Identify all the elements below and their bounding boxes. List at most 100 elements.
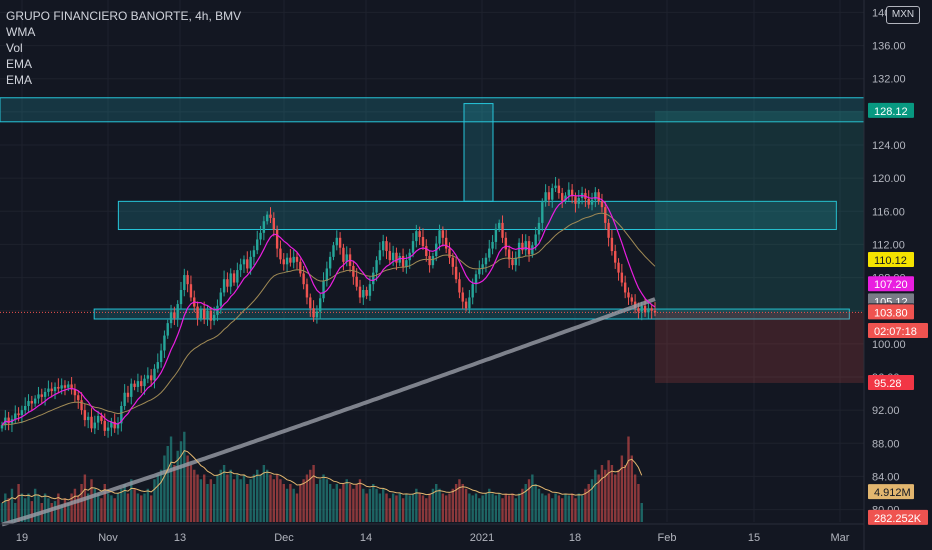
volume-bar <box>464 488 468 522</box>
candle-body <box>60 385 63 389</box>
volume-bar <box>544 495 547 522</box>
candle-body <box>411 241 415 253</box>
volume-bar <box>24 498 27 522</box>
candle-body <box>37 394 40 399</box>
indicator-wma[interactable]: WMA <box>6 25 36 39</box>
candle-body <box>33 398 37 404</box>
price-zone-3 <box>93 308 850 320</box>
candle-body <box>355 276 358 287</box>
candle-body <box>289 257 292 263</box>
price-tick-label: 132.00 <box>872 74 906 86</box>
volume-bar <box>332 488 335 522</box>
volume-bar <box>378 493 382 522</box>
volume-bar <box>43 493 47 522</box>
price-axis[interactable]: 80.0084.0088.0092.0096.00100.00104.00108… <box>863 0 906 550</box>
indicator-vol[interactable]: Vol <box>6 41 23 55</box>
volume-bar <box>504 493 508 522</box>
candle-body <box>352 265 355 277</box>
volume-bar <box>604 469 607 522</box>
candle-body <box>481 264 484 269</box>
candle-body <box>640 305 643 312</box>
volume-bar <box>315 484 319 522</box>
volume-bar <box>494 495 498 522</box>
volume-bar <box>186 455 189 522</box>
volume-bar <box>272 479 276 522</box>
volume-bar <box>166 446 169 522</box>
volume-bar <box>292 488 295 522</box>
candle-body <box>285 257 289 265</box>
candle-body <box>229 273 232 287</box>
volume-bar <box>222 465 226 522</box>
candle-body <box>202 309 206 319</box>
volume-bar <box>325 479 329 522</box>
volume-bar <box>527 479 531 522</box>
candle-body <box>544 192 547 203</box>
price-tick-label: 112.00 <box>872 239 905 251</box>
candle-body <box>551 188 554 200</box>
candle-body <box>63 385 67 388</box>
candle-body <box>299 261 302 274</box>
indicator-ema-1[interactable]: EMA <box>6 57 33 71</box>
price-tags: 128.12110.12107.20105.12103.93103.8002:0… <box>868 102 928 525</box>
candle-body <box>385 241 388 252</box>
candle-body <box>262 221 266 233</box>
candle-body <box>541 202 544 223</box>
price-tick-label: 124.00 <box>872 140 906 152</box>
candle-body <box>405 260 408 267</box>
candle-body <box>305 284 309 298</box>
volume-bar <box>395 495 398 522</box>
candle-body <box>123 392 126 406</box>
candle-body <box>464 301 468 309</box>
volume-bar <box>620 455 624 522</box>
candle-body <box>116 423 120 429</box>
candle-body <box>557 185 561 194</box>
candle-body <box>146 375 150 379</box>
candle-body <box>647 308 650 313</box>
time-axis[interactable]: 19 Nov 13 Dec 14 2021 18 Feb 15 Mar <box>0 523 864 544</box>
candle-body <box>40 394 43 397</box>
volume-bar <box>418 493 421 522</box>
volume-bar <box>531 474 534 522</box>
long-position-tool[interactable] <box>0 110 864 383</box>
candle-body <box>126 392 130 397</box>
candle-body <box>488 248 491 258</box>
candle-body <box>156 362 159 369</box>
candle-body <box>90 416 93 429</box>
volume-bar <box>86 493 90 522</box>
volume-bar <box>557 495 561 522</box>
candle-body <box>531 245 534 255</box>
candle-body <box>342 247 345 262</box>
volume-bar <box>282 484 285 522</box>
volume-bar <box>7 498 10 522</box>
volume-bar <box>425 498 428 522</box>
chart-legend: GRUPO FINANCIERO BANORTE, 4h, BMV WMA Vo… <box>6 8 241 88</box>
candle-body <box>20 410 24 416</box>
candle-body <box>259 232 262 240</box>
volume-bar <box>435 484 438 522</box>
candle-body <box>444 237 448 249</box>
currency-label[interactable]: MXN <box>886 6 920 24</box>
candle-body <box>140 381 143 387</box>
time-tick-label: 18 <box>569 532 581 544</box>
price-tick-label: 88.00 <box>872 438 900 450</box>
volume-bar <box>478 498 481 522</box>
candle-body <box>587 198 590 205</box>
candle-body <box>637 308 640 312</box>
time-tick-label: Nov <box>98 532 118 544</box>
volume-bar <box>50 503 53 522</box>
candle-body <box>368 284 372 296</box>
candle-body <box>614 251 617 263</box>
symbol-title[interactable]: GRUPO FINANCIERO BANORTE, 4h, BMV <box>6 9 242 23</box>
indicator-ema-2[interactable]: EMA <box>6 73 33 87</box>
candle-body <box>527 241 531 255</box>
candle-body <box>183 275 186 290</box>
candle-body <box>50 388 53 392</box>
candle-body <box>113 421 116 429</box>
volume-bar <box>156 474 159 522</box>
candle-body <box>272 217 276 230</box>
time-tick-label: Feb <box>658 532 677 544</box>
candle-body <box>219 292 222 306</box>
volume-bar <box>202 474 206 522</box>
time-tick-label: 13 <box>174 532 186 544</box>
